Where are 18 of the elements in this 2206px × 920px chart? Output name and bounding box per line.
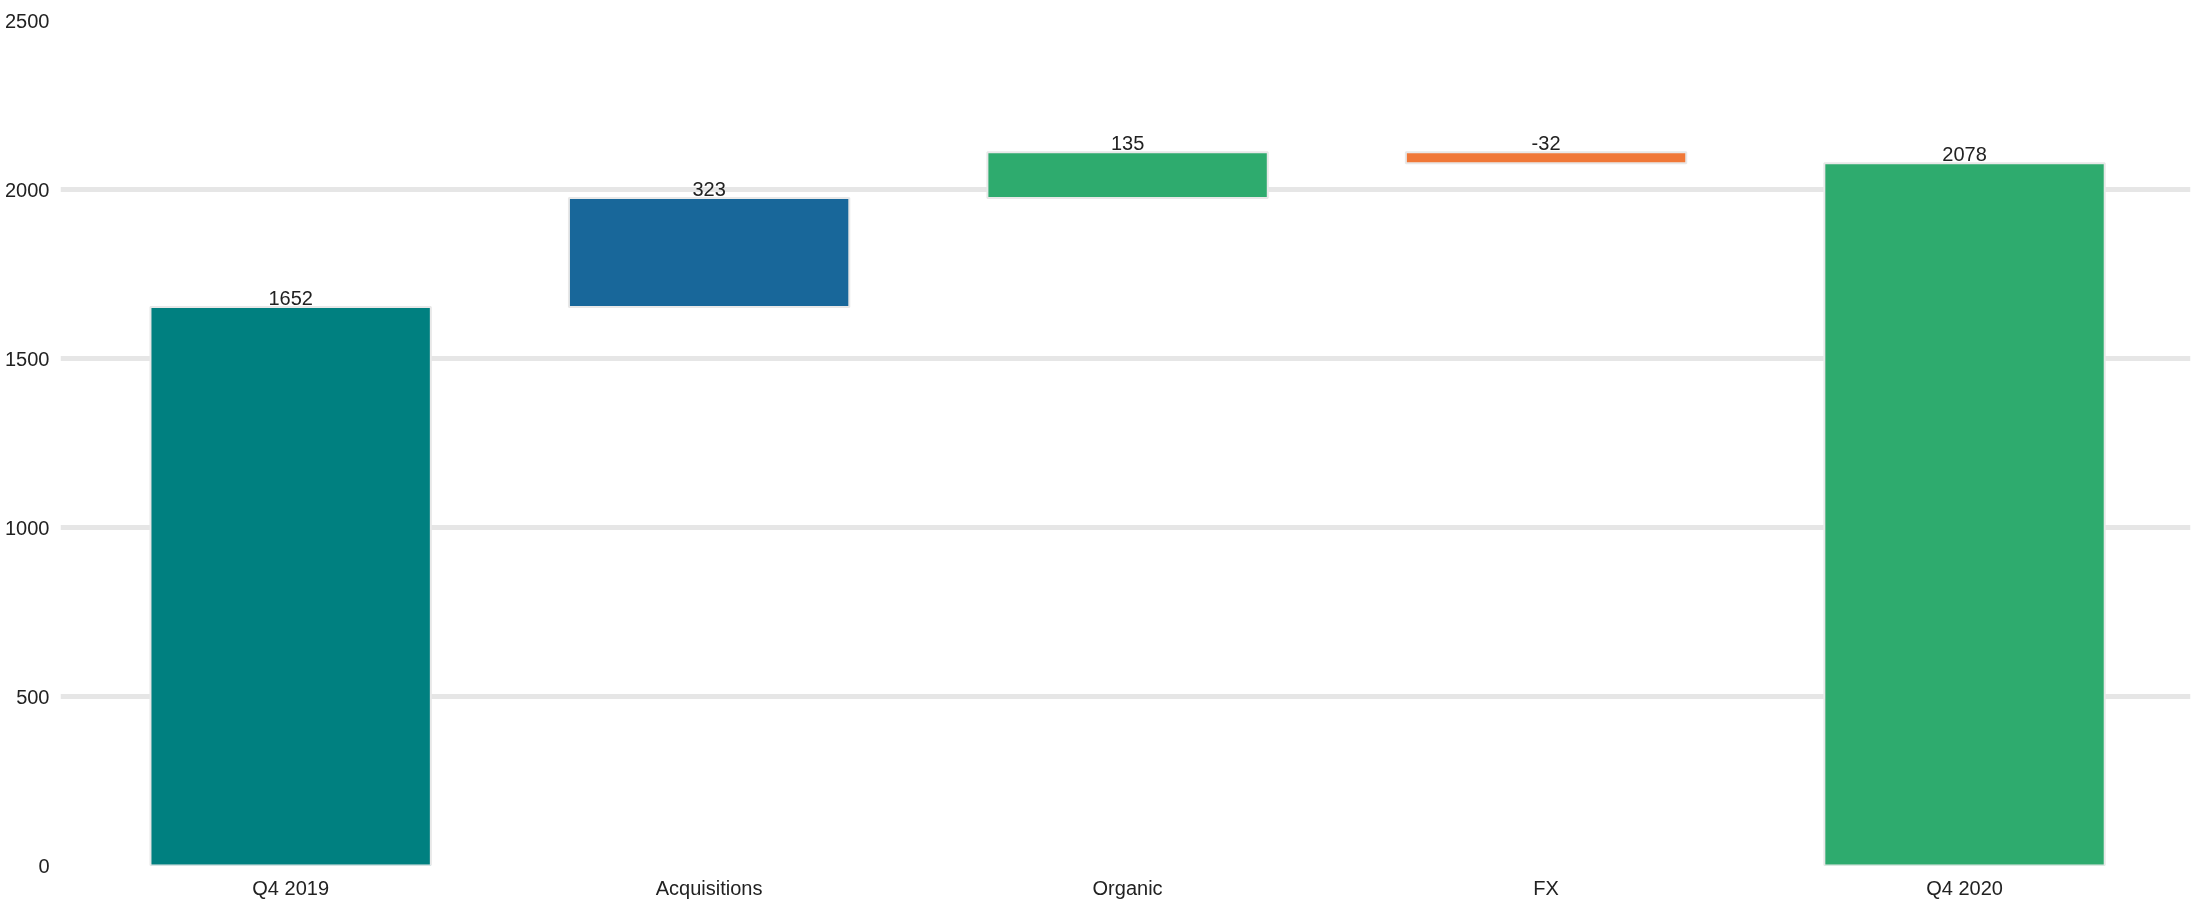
x-tick-label: Acquisitions (655, 876, 763, 899)
x-tick-label: Q4 2020 (1926, 876, 2003, 899)
y-tick-label: 2500 (5, 9, 50, 32)
data-label: -32 (1531, 132, 1561, 155)
data-label: 323 (692, 177, 726, 200)
y-tick-label: 1000 (5, 516, 50, 539)
bar (1404, 151, 1688, 165)
y-tick-label: 0 (38, 854, 50, 877)
y-tick-label: 500 (16, 685, 50, 708)
x-tick-label: Q4 2019 (252, 876, 330, 899)
x-tick-label: FX (1533, 876, 1559, 899)
y-tick-label: 1500 (5, 347, 50, 370)
data-label: 2078 (1942, 143, 1987, 166)
data-label: 135 (1110, 132, 1145, 155)
data-label: 1652 (268, 287, 313, 310)
bar (567, 196, 851, 309)
x-tick-label: Organic (1092, 876, 1163, 899)
y-tick-label: 2000 (5, 178, 50, 201)
